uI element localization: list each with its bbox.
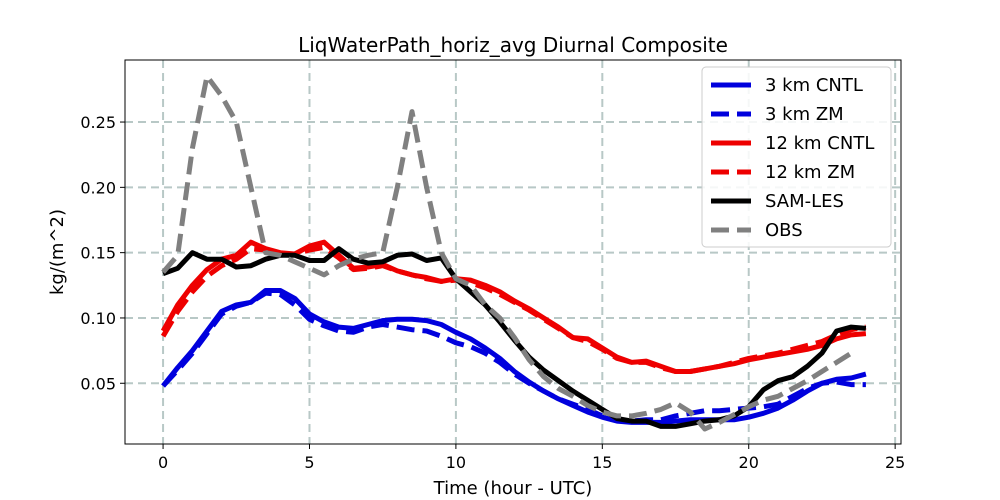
- y-axis-label: kg/(m^2): [47, 209, 68, 295]
- legend-label-12-km-zm: 12 km ZM: [765, 162, 855, 183]
- plot-area-frame: [124, 59, 902, 445]
- y-tick-label: 0.05: [80, 374, 116, 393]
- x-tick-label: 5: [304, 453, 314, 472]
- legend-label-3-km-cntl: 3 km CNTL: [765, 75, 863, 96]
- y-tick-label: 0.10: [80, 309, 116, 328]
- x-axis: 0 5 10 15 20 25: [158, 444, 905, 472]
- chart-title: LiqWaterPath_horiz_avg Diurnal Composite: [298, 33, 728, 57]
- y-tick-label: 0.25: [80, 113, 116, 132]
- x-tick-label: 15: [592, 453, 612, 472]
- x-tick-label: 0: [158, 453, 168, 472]
- grid: [125, 60, 901, 444]
- legend-label-obs: OBS: [765, 220, 803, 241]
- x-tick-label: 25: [885, 453, 905, 472]
- x-tick-label: 20: [739, 453, 759, 472]
- legend-label-3-km-zm: 3 km ZM: [765, 104, 844, 125]
- y-tick-label: 0.20: [80, 178, 116, 197]
- legend: 3 km CNTL 3 km ZM 12 km CNTL 12 km ZM SAM-LE…: [701, 66, 892, 248]
- y-axis: 0.05 0.10 0.15 0.20 0.25: [80, 113, 125, 393]
- y-tick-label: 0.15: [80, 244, 116, 263]
- plot-lines: [160, 73, 867, 432]
- legend-label-sam-les: SAM-LES: [765, 191, 844, 212]
- legend-label-12-km-cntl: 12 km CNTL: [765, 133, 874, 154]
- series-line-3-km-cntl: [161, 288, 867, 425]
- x-axis-label: Time (hour - UTC): [433, 478, 593, 499]
- series-line-obs: [161, 73, 853, 432]
- x-tick-label: 10: [446, 453, 466, 472]
